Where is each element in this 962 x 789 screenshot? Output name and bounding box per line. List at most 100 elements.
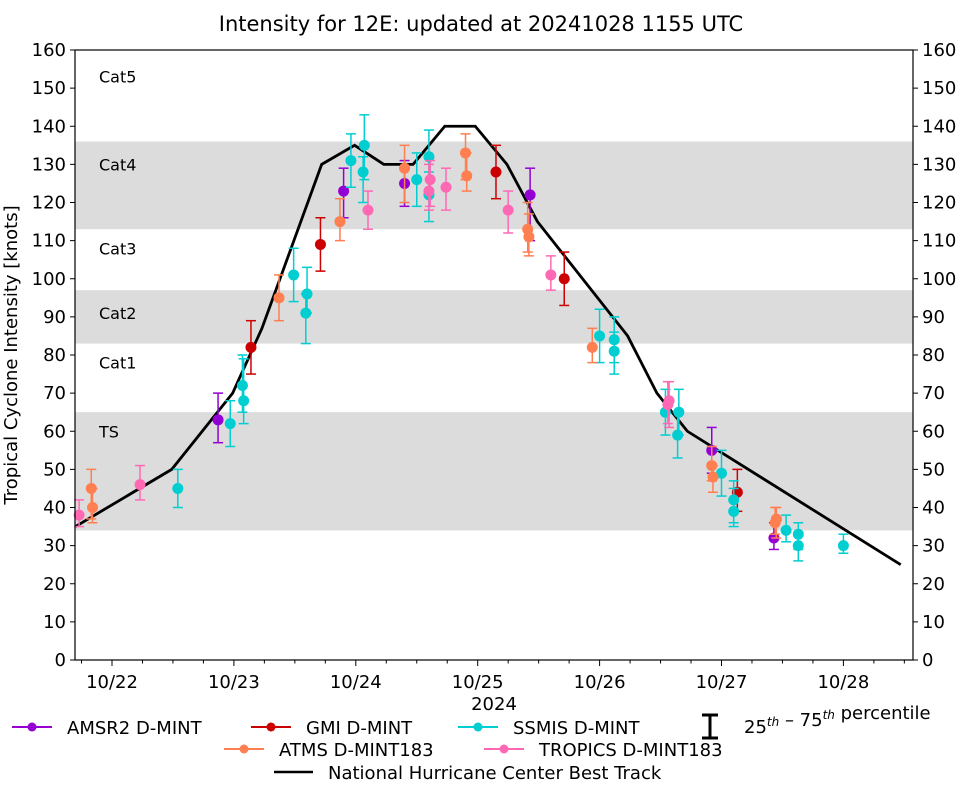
band-cat4	[75, 141, 913, 230]
data-point	[490, 166, 502, 178]
legend-label: ATMS D-MINT183	[279, 740, 434, 761]
data-point	[134, 479, 146, 491]
data-point	[545, 269, 557, 281]
y-tick-label-right: 50	[922, 459, 945, 480]
y-tick-label-left: 30	[43, 536, 66, 557]
data-point	[314, 238, 326, 250]
legend-item-best-track: National Hurricane Center Best Track	[274, 763, 662, 784]
data-point	[236, 380, 248, 391]
y-tick-label-left: 140	[32, 116, 66, 137]
data-point	[780, 524, 792, 536]
y-tick-label-left: 120	[32, 193, 66, 214]
y-tick-label-left: 40	[43, 498, 66, 519]
y-tick-label-right: 150	[922, 78, 956, 99]
legend-item-atms-d-mint183: ATMS D-MINT183	[224, 740, 434, 761]
x-tick-label: 10/27	[696, 672, 748, 693]
y-tick-label-right: 70	[922, 383, 945, 404]
text-span: percentile	[835, 703, 931, 724]
legend: AMSR2 D-MINT GMI D-MINT SSMIS D-MINT ATMS D…	[12, 703, 931, 784]
text-span: 75	[800, 710, 823, 731]
band-label-cat2: Cat2	[99, 304, 136, 323]
legend-marker	[239, 744, 249, 754]
data-point	[238, 395, 250, 407]
data-point	[440, 181, 452, 193]
legend-label: GMI D-MINT	[306, 718, 413, 739]
y-tick-label-left: 60	[43, 421, 66, 442]
x-tick-label: 10/22	[86, 672, 138, 693]
y-tick-label-right: 140	[922, 116, 956, 137]
data-point	[523, 231, 535, 243]
y-tick-label-left: 20	[43, 574, 66, 595]
y-tick-label-right: 20	[922, 574, 945, 595]
data-point	[728, 505, 740, 517]
text-span: –	[779, 710, 799, 731]
y-tick-label-left: 100	[32, 269, 66, 290]
data-point	[86, 502, 98, 513]
band-label-cat3: Cat3	[99, 239, 136, 258]
band-label-ts: TS	[98, 422, 119, 441]
data-point	[411, 174, 423, 186]
legend-item-percentile: 25th – 75th percentile	[702, 703, 931, 740]
data-point	[172, 482, 184, 494]
y-tick-label-left: 150	[32, 78, 66, 99]
data-point	[338, 185, 350, 197]
data-point	[423, 185, 435, 197]
superscript: th	[823, 708, 835, 722]
data-point	[212, 414, 224, 426]
y-tick-label-right: 90	[922, 307, 945, 328]
data-point	[245, 341, 257, 353]
y-tick-label-left: 130	[32, 154, 66, 175]
superscript: th	[767, 715, 779, 729]
y-tick-label-right: 40	[922, 498, 945, 519]
series-ssmis-d-mint	[172, 114, 849, 562]
legend-marker	[499, 744, 509, 754]
y-tick-label-left: 50	[43, 459, 66, 480]
series-group	[73, 114, 849, 562]
y-tick-label-right: 100	[922, 269, 956, 290]
y-tick-label-right: 130	[922, 154, 956, 175]
data-point	[663, 395, 675, 407]
series-gmi-d-mint	[245, 144, 743, 513]
x-tick-label: 10/23	[208, 672, 260, 693]
data-point	[586, 341, 598, 353]
y-axis-ticks: 0 0 10 10 20 20 30 30 40 40 50 50 60 60 70 70 80 80 90 90 10…	[32, 40, 957, 671]
y-tick-label-right: 10	[922, 612, 945, 633]
y-tick-label-left: 90	[43, 307, 66, 328]
data-point	[707, 471, 719, 483]
x-axis-label: 2024	[471, 694, 517, 715]
data-point	[73, 509, 85, 521]
y-tick-label-right: 110	[922, 231, 956, 252]
data-point	[357, 166, 369, 178]
series-tropics-d-mint183	[73, 159, 675, 528]
y-tick-label-right: 160	[922, 40, 956, 61]
y-tick-label-right: 80	[922, 345, 945, 366]
data-point	[608, 345, 620, 357]
y-tick-label-right: 0	[922, 650, 933, 671]
band-ts	[75, 412, 913, 531]
data-point	[594, 330, 606, 342]
data-point	[502, 204, 514, 216]
x-axis-ticks: 10/22 10/23 10/24 10/25 10/26 10/27 10/28	[81, 660, 905, 693]
category-bands: TS Cat1 Cat2 Cat3 Cat4 Cat5	[75, 68, 913, 531]
y-tick-label-left: 0	[55, 650, 66, 671]
legend-item-ssmis-d-mint: SSMIS D-MINT	[458, 718, 640, 739]
y-tick-label-right: 30	[922, 536, 945, 557]
data-point	[524, 189, 536, 201]
data-point	[461, 170, 473, 182]
y-tick-label-left: 80	[43, 345, 66, 366]
x-tick-label: 10/26	[574, 672, 626, 693]
data-point	[423, 151, 435, 163]
data-point	[273, 292, 285, 304]
data-point	[558, 273, 570, 285]
legend-marker	[27, 722, 37, 732]
text-span: 25	[744, 717, 767, 738]
legend-label: TROPICS D-MINT183	[538, 740, 723, 761]
legend-label: SSMIS D-MINT	[513, 718, 640, 739]
y-tick-label-left: 110	[32, 231, 66, 252]
band-cat2	[75, 290, 913, 344]
percentile-label: 25th – 75th percentile	[744, 703, 931, 738]
x-tick-label: 10/24	[330, 672, 382, 693]
data-point	[345, 155, 357, 167]
y-tick-label-left: 10	[43, 612, 66, 633]
data-point	[288, 269, 300, 281]
